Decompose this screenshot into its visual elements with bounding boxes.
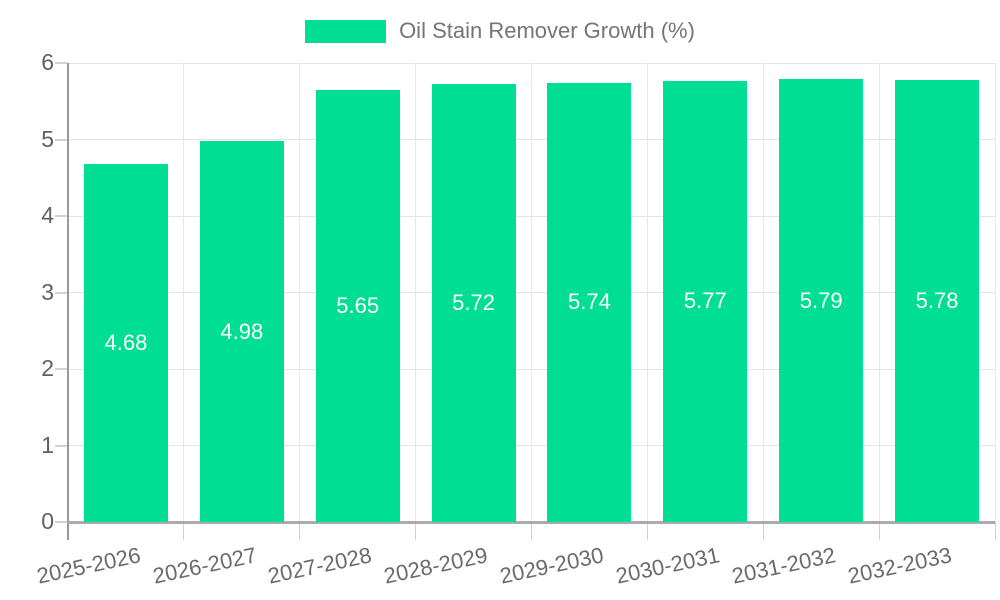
x-gridline	[878, 63, 880, 522]
bar	[663, 80, 748, 522]
bar-value-label: 5.77	[683, 288, 727, 314]
bar	[199, 141, 284, 522]
y-axis-tick-label: 5	[41, 125, 54, 152]
x-gridline	[762, 63, 764, 522]
x-tick	[762, 522, 764, 540]
y-axis-tick-label: 6	[41, 49, 54, 75]
x-tick	[646, 522, 648, 540]
x-axis-category-label: 2032-2033	[845, 542, 954, 589]
x-gridline	[415, 63, 417, 522]
bar-value-label: 5.79	[799, 287, 843, 313]
x-axis-category-label: 2027-2028	[266, 542, 375, 589]
x-axis-line	[68, 521, 995, 524]
bar-value-label: 5.74	[568, 289, 611, 315]
x-axis-category-label: 2029-2030	[497, 542, 606, 589]
bar	[315, 89, 400, 522]
bar	[83, 163, 168, 522]
x-tick	[415, 522, 417, 540]
y-tick	[55, 291, 68, 294]
y-tick	[55, 444, 68, 447]
x-axis-category-label: 2028-2029	[381, 542, 491, 589]
bar	[779, 79, 864, 522]
legend[interactable]: Oil Stain Remover Growth (%)	[0, 18, 1000, 44]
y-axis-tick-label: 1	[41, 431, 54, 458]
x-gridline	[183, 63, 185, 522]
bar-value-label: 4.98	[220, 318, 264, 344]
y-tick	[55, 138, 68, 141]
x-gridline	[646, 63, 648, 522]
y-axis-tick-label: 4	[41, 202, 54, 228]
y-axis-line	[67, 63, 69, 540]
y-tick	[55, 368, 68, 370]
y-tick	[55, 62, 68, 64]
x-axis-category-label: 2026-2027	[150, 542, 259, 589]
y-axis-tick-label: 0	[41, 508, 54, 534]
x-gridline	[994, 63, 996, 522]
x-tick	[183, 522, 185, 540]
x-tick	[994, 522, 996, 540]
bar	[547, 82, 632, 522]
bar-value-label: 5.78	[915, 287, 959, 313]
legend-swatch	[305, 19, 387, 43]
y-tick	[55, 215, 68, 217]
x-gridline	[299, 63, 301, 522]
x-tick	[878, 522, 880, 540]
bar-value-label: 5.72	[452, 290, 495, 316]
y-tick	[55, 521, 68, 523]
x-axis-category-label: 2030-2031	[613, 542, 722, 589]
x-gridline	[531, 63, 532, 522]
bar-value-label: 5.65	[336, 292, 380, 318]
x-tick	[299, 522, 301, 540]
legend-label: Oil Stain Remover Growth (%)	[399, 18, 695, 43]
bar	[895, 79, 980, 522]
bar-value-label: 4.68	[104, 329, 148, 355]
y-axis-tick-label: 2	[41, 355, 54, 381]
y-axis-tick-label: 3	[41, 278, 54, 305]
x-axis-category-label: 2031-2032	[729, 542, 838, 589]
x-tick	[531, 522, 532, 540]
bar	[431, 84, 516, 522]
x-axis-category-label: 2025-2026	[34, 542, 143, 589]
